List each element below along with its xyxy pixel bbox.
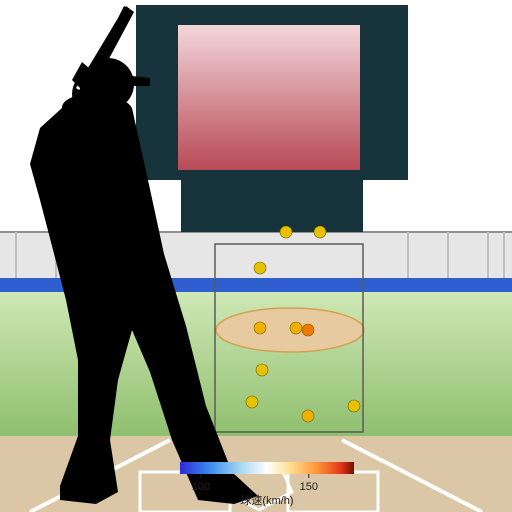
velocity-colorbar — [180, 462, 354, 474]
pitch-marker — [302, 324, 314, 336]
pitch-marker — [302, 410, 314, 422]
pitch-marker — [314, 226, 326, 238]
pitch-location-chart: 100 150 球速(km/h) — [0, 0, 512, 512]
pitch-marker — [256, 364, 268, 376]
pitch-marker — [254, 262, 266, 274]
pitch-marker — [348, 400, 360, 412]
pitch-marker — [280, 226, 292, 238]
scoreboard-screen — [178, 25, 360, 170]
pitch-marker — [290, 322, 302, 334]
pitch-marker — [254, 322, 266, 334]
legend-tick: 150 — [300, 481, 318, 493]
legend-label: 球速(km/h) — [240, 493, 293, 507]
pitch-marker — [246, 396, 258, 408]
pitchers-mound — [216, 308, 364, 352]
legend-tick: 100 — [192, 481, 210, 493]
